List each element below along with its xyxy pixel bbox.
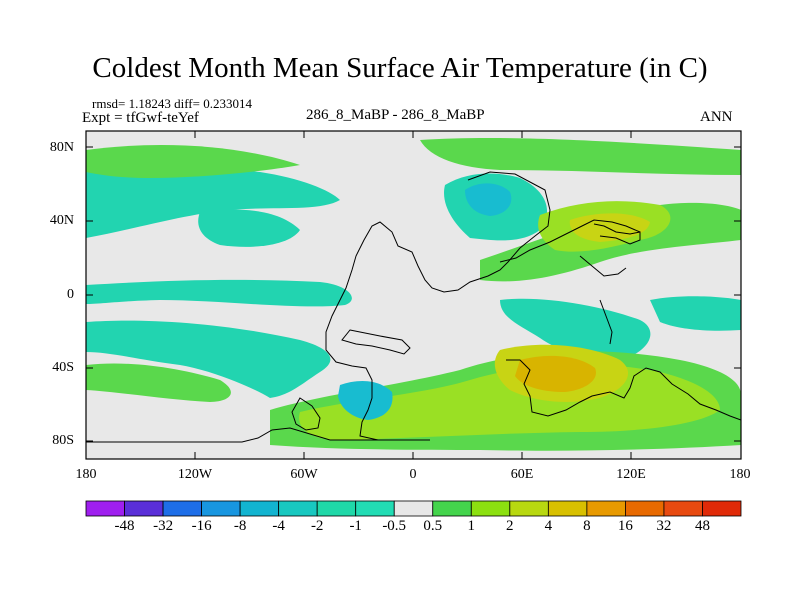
lon-label-120e: 120E xyxy=(616,467,646,482)
green-band-south-pacific-west xyxy=(86,363,231,402)
green-band-north xyxy=(420,138,741,175)
colorbar-swatch xyxy=(470,500,511,517)
colorbar-swatch xyxy=(85,500,125,517)
colorbar-swatch xyxy=(355,500,395,517)
teal-band-indian xyxy=(500,298,651,361)
colorbar-label: -32 xyxy=(153,518,174,534)
colorbar-label: -2 xyxy=(310,518,324,534)
lat-label-eq: 0 xyxy=(67,287,74,302)
colorbar-swatch xyxy=(663,500,703,517)
colorbar-swatch xyxy=(547,500,588,517)
lon-label-180w: 180 xyxy=(75,467,97,482)
coastlines xyxy=(86,171,741,443)
stats-label: rmsd= 1.18243 diff= 0.233014 xyxy=(92,96,252,111)
colorbar-label: 32 xyxy=(656,518,672,534)
colorbar-label: -4 xyxy=(272,518,285,534)
teal-band-north-pacific xyxy=(86,165,340,238)
lat-label-40s: 40S xyxy=(52,360,74,375)
experiment-label: Expt = tfGwf-teYef xyxy=(82,110,199,126)
cyan-region-south-atlantic xyxy=(338,380,393,420)
yellow-region-east-asia xyxy=(569,213,650,242)
season-label: ANN xyxy=(700,109,733,125)
teal-band-south-pacific xyxy=(86,320,331,398)
gold-region-southern xyxy=(515,355,596,392)
colorbar-label: -8 xyxy=(233,518,247,534)
teal-band-east-pacific xyxy=(198,209,300,247)
lon-label-60w: 60W xyxy=(290,467,318,482)
colorbar-swatch xyxy=(393,500,434,517)
colorbar-label: -0.5 xyxy=(382,518,407,534)
colorbar-swatch xyxy=(702,500,742,517)
lat-label-40n: 40N xyxy=(49,213,74,228)
colorbar-label: 2 xyxy=(506,518,514,534)
axis-ticks xyxy=(85,131,742,459)
colorbar-label: 4 xyxy=(544,518,553,534)
lon-label-120w: 120W xyxy=(177,467,213,482)
case-label: 286_8_MaBP - 286_8_MaBP xyxy=(306,107,485,123)
colorbar-label: -48 xyxy=(114,518,135,534)
green-band-north-atlantic xyxy=(86,145,300,178)
colorbar-swatch xyxy=(239,500,280,517)
colorbar-swatch xyxy=(586,500,626,517)
colorbar-label: 8 xyxy=(583,518,591,534)
colorbar xyxy=(85,500,742,517)
colorbar-label: -1 xyxy=(349,518,362,534)
plot-title: Coldest Month Mean Surface Air Temperatu… xyxy=(92,52,708,84)
colorbar-swatch xyxy=(201,500,241,517)
colorbar-label: 0.5 xyxy=(423,518,443,534)
teal-band-tropics xyxy=(86,279,352,307)
lat-label-80s: 80S xyxy=(52,433,74,448)
colorbar-label: 48 xyxy=(695,518,710,534)
colorbar-label: -16 xyxy=(191,518,212,534)
lat-label-80n: 80N xyxy=(49,140,74,155)
colorbar-swatch xyxy=(124,500,164,517)
lon-label-0: 0 xyxy=(409,467,417,482)
lon-label-60e: 60E xyxy=(510,467,534,482)
colorbar-swatch xyxy=(316,500,357,517)
colorbar-label: 1 xyxy=(467,518,476,534)
teal-band-far-east xyxy=(650,296,741,331)
colorbar-swatch xyxy=(509,500,549,517)
cyan-region-central-asia xyxy=(465,183,512,216)
lon-label-180e: 180 xyxy=(729,467,751,482)
colorbar-swatch xyxy=(432,500,472,517)
colorbar-swatch xyxy=(278,500,318,517)
colorbar-label: 16 xyxy=(617,518,633,534)
colorbar-swatch xyxy=(162,500,202,517)
colorbar-swatch xyxy=(625,500,665,517)
